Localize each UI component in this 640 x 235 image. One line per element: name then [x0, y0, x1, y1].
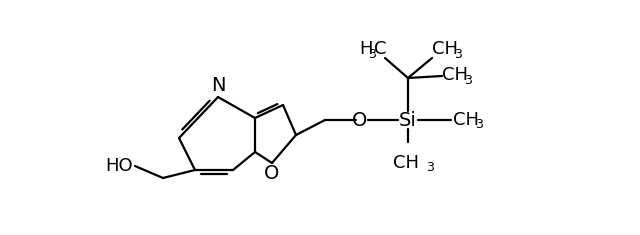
Text: HO: HO	[106, 157, 133, 175]
Text: CH: CH	[393, 154, 419, 172]
Text: 3: 3	[368, 47, 376, 60]
Text: CH: CH	[432, 40, 458, 58]
Text: 3: 3	[475, 118, 483, 130]
Text: N: N	[211, 76, 225, 95]
Text: 3: 3	[426, 161, 434, 174]
Text: O: O	[352, 110, 368, 129]
Text: CH: CH	[442, 66, 468, 84]
Text: CH: CH	[453, 111, 479, 129]
Text: Si: Si	[399, 110, 417, 129]
Text: 3: 3	[454, 47, 462, 60]
Text: C: C	[374, 40, 387, 58]
Text: H: H	[359, 40, 372, 58]
Text: O: O	[264, 164, 280, 183]
Text: 3: 3	[464, 74, 472, 86]
